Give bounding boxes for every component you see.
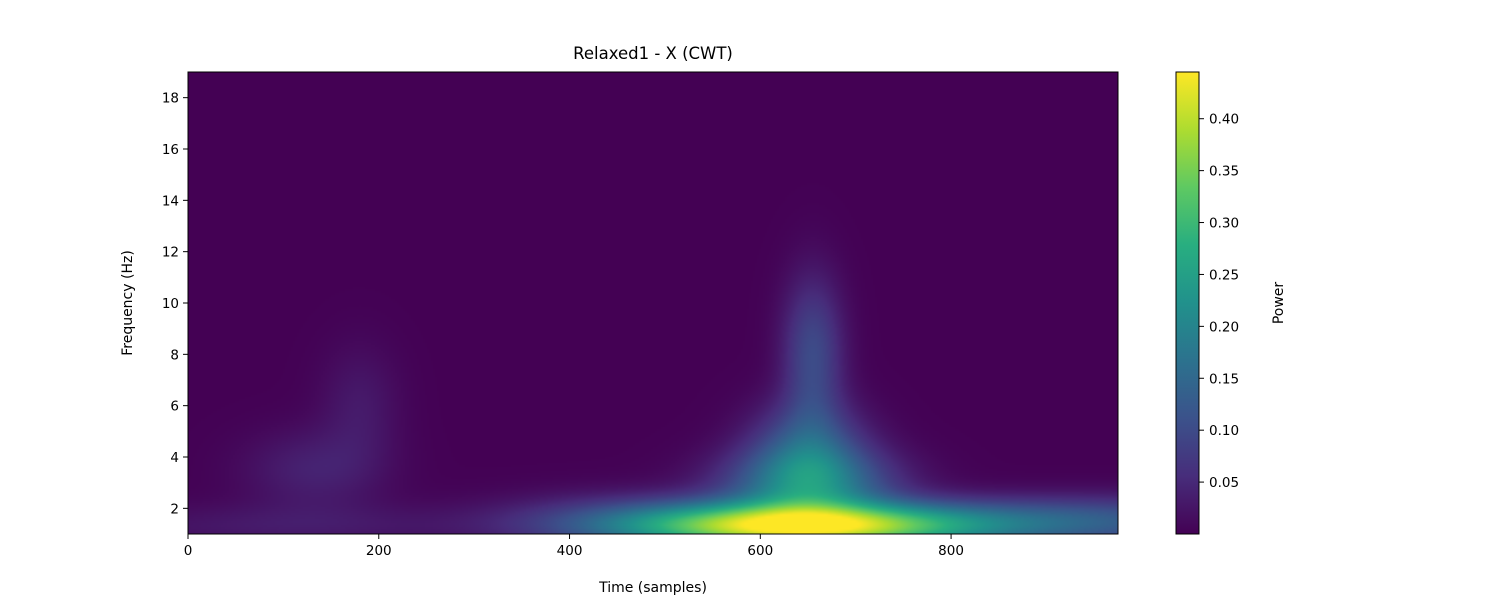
- colorbar-label: Power: [1271, 282, 1287, 325]
- colorbar-tick-label: 0.25: [1209, 267, 1239, 283]
- x-axis-label: Time (samples): [598, 580, 707, 596]
- colorbar-ticks: 0.05 0.10 0.15 0.20 0.25 0.30 0.35 0.40: [1199, 112, 1239, 491]
- y-tick-label: 14: [162, 193, 179, 209]
- colorbar-tick-label: 0.30: [1209, 216, 1239, 232]
- plot-area: [187, 71, 1119, 535]
- y-tick-label: 18: [162, 91, 179, 107]
- x-tick-label: 400: [557, 543, 583, 559]
- x-tick-label: 600: [747, 543, 773, 559]
- x-tick-label: 0: [184, 543, 193, 559]
- cwt-heatmap: [188, 72, 1118, 534]
- colorbar-tick-label: 0.20: [1209, 319, 1239, 335]
- y-axis-label: Frequency (Hz): [120, 250, 136, 356]
- y-tick-label: 12: [162, 245, 179, 261]
- y-tick-label: 6: [170, 399, 179, 415]
- x-tick-label: 200: [366, 543, 392, 559]
- y-axis: 2 4 6 8 10 12 14 16 18: [162, 91, 188, 517]
- y-tick-label: 8: [170, 347, 179, 363]
- y-tick-label: 10: [162, 296, 179, 312]
- colorbar-tick-label: 0.15: [1209, 371, 1239, 387]
- y-tick-label: 2: [170, 501, 179, 517]
- y-tick-label: 4: [170, 450, 179, 466]
- colorbar-tick-label: 0.40: [1209, 112, 1239, 128]
- x-axis: 0 200 400 600 800: [184, 534, 964, 559]
- colorbar: 0.05 0.10 0.15 0.20 0.25 0.30 0.35 0.40 Power: [1175, 71, 1287, 535]
- colorbar-tick-label: 0.05: [1209, 475, 1239, 491]
- colorbar-tick-label: 0.10: [1209, 423, 1239, 439]
- chart-title: Relaxed1 - X (CWT): [573, 44, 733, 63]
- colorbar-tick-label: 0.35: [1209, 164, 1239, 180]
- colorbar-gradient: [1176, 72, 1199, 534]
- colorbar-frame: [1175, 71, 1200, 535]
- x-tick-label: 800: [938, 543, 964, 559]
- y-tick-label: 16: [162, 142, 179, 158]
